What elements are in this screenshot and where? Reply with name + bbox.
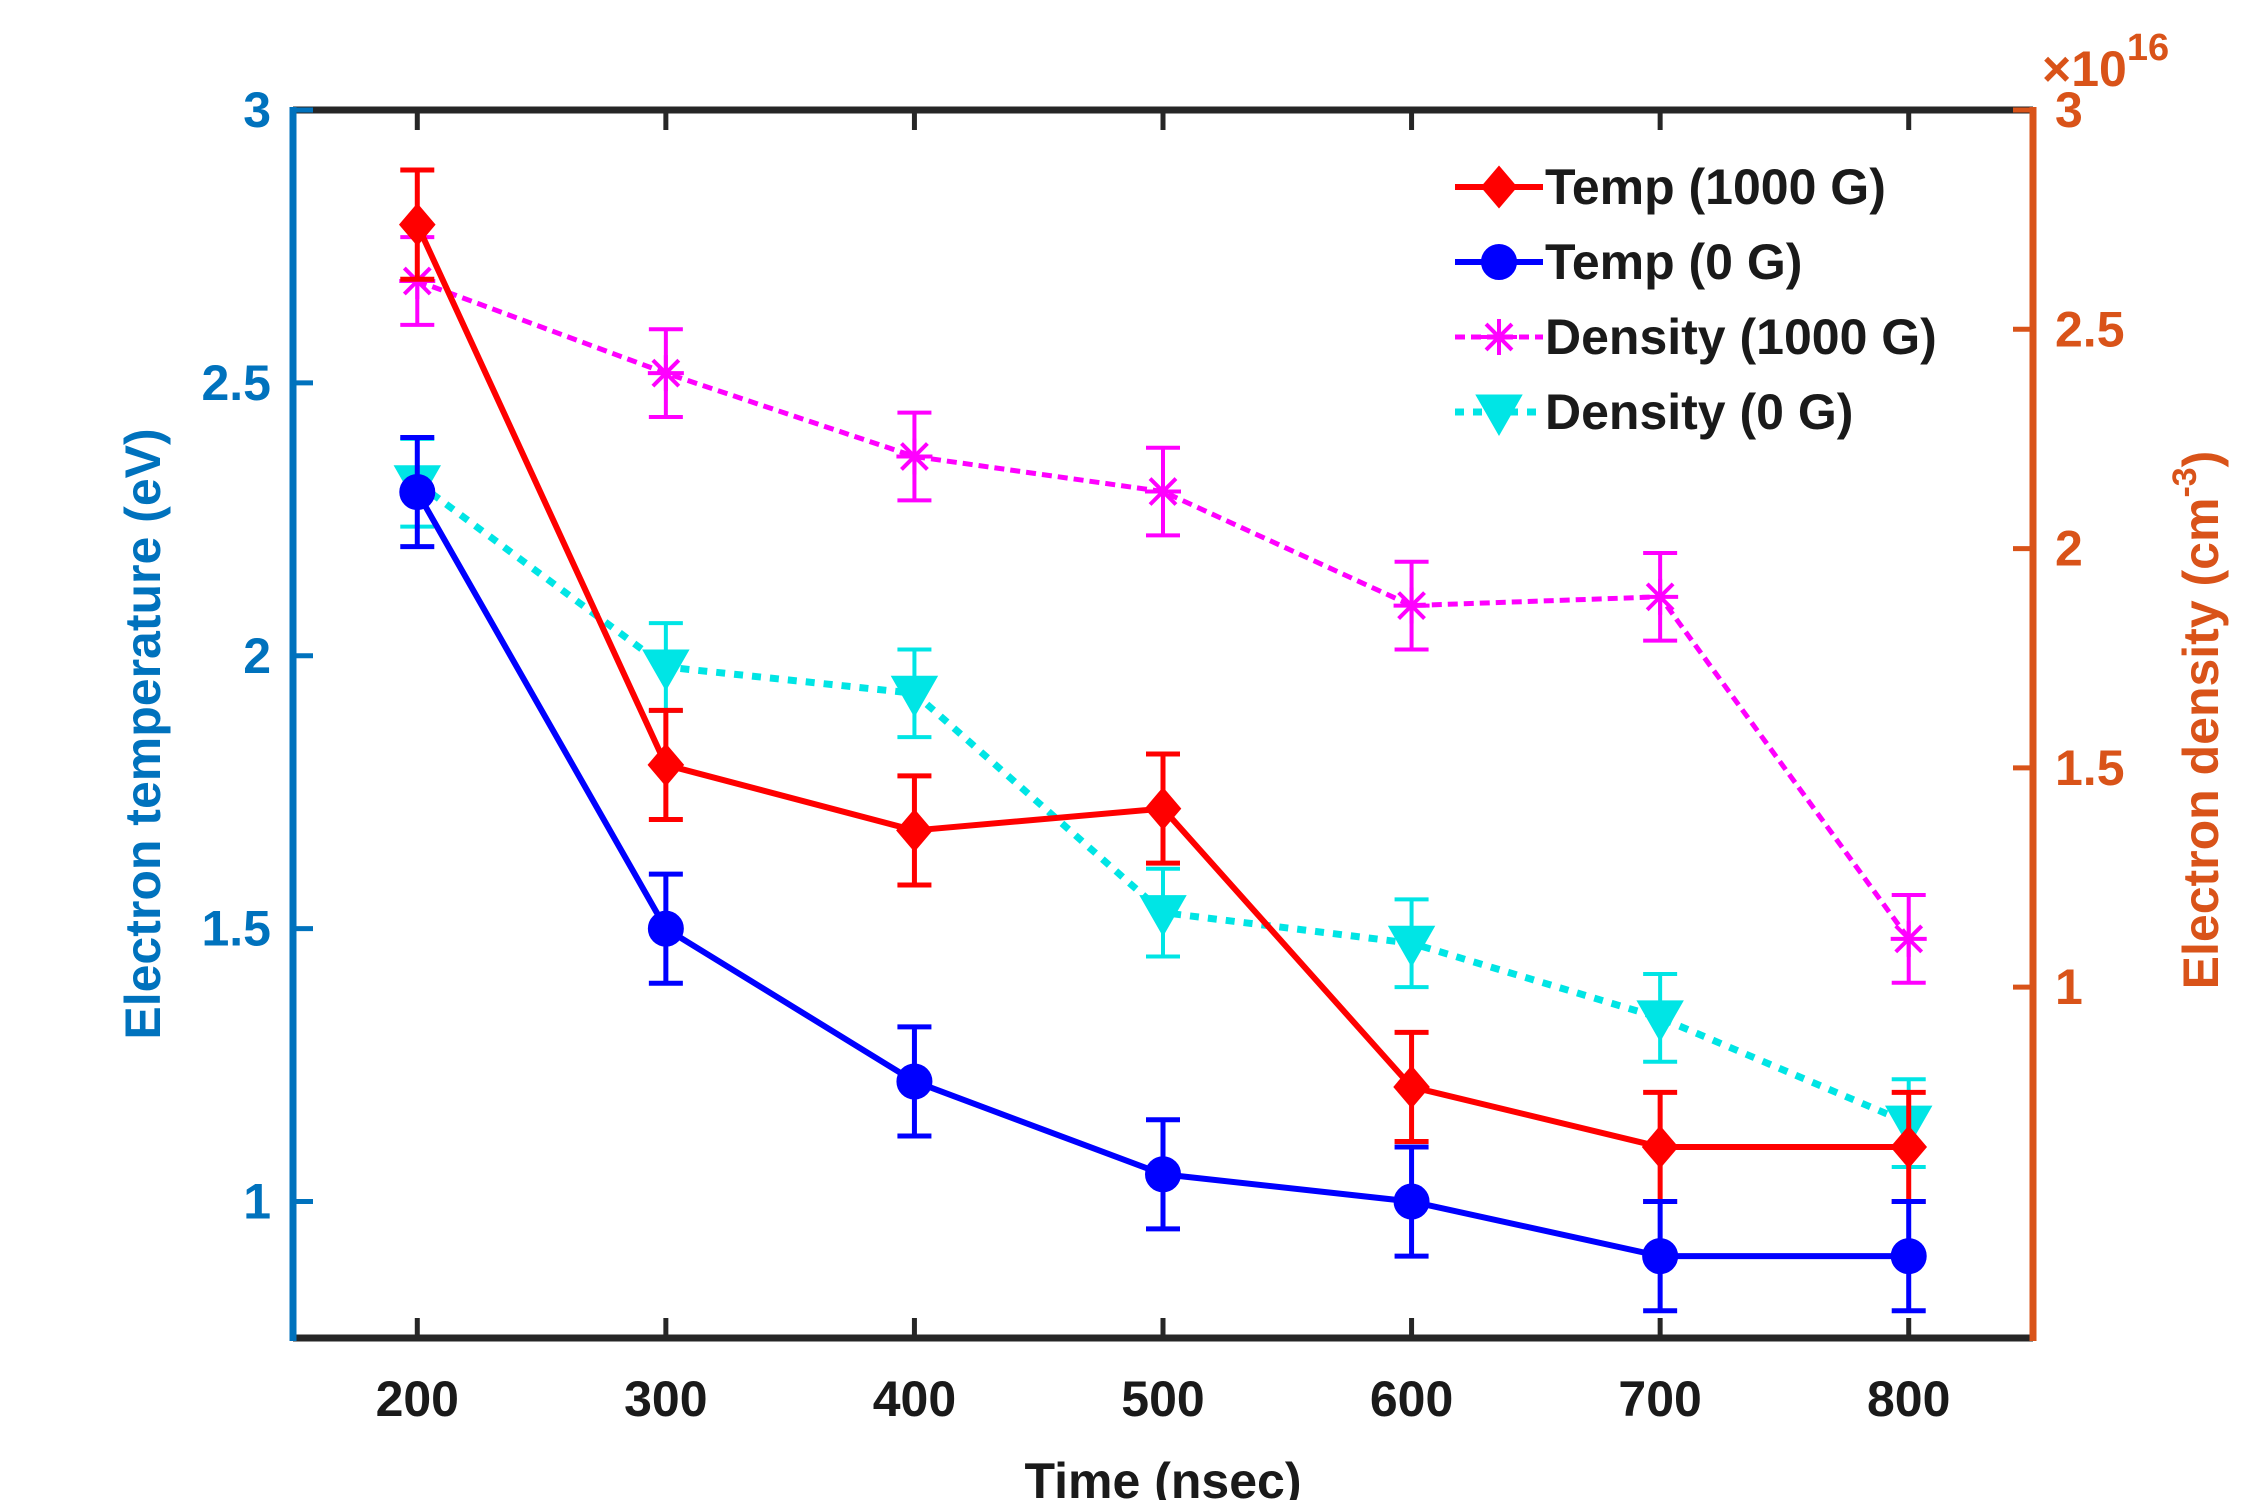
data-point [1393, 587, 1430, 624]
legend-label: Density (0 G) [1545, 384, 1853, 440]
legend-entry-temp-0-g: Temp (0 G) [1455, 234, 1802, 290]
right-axis-title: Electron density (cm-3) [2166, 451, 2229, 990]
data-point [642, 649, 690, 692]
data-point [398, 203, 436, 247]
x-tick-label: 800 [1867, 1371, 1950, 1427]
data-point [1890, 920, 1927, 957]
data-point [1139, 895, 1187, 937]
data-point [1145, 473, 1181, 510]
right-axis-title-superscript: -3 [2166, 467, 2204, 497]
x-tick-label: 600 [1370, 1371, 1453, 1427]
left-tick-label: 3 [243, 82, 271, 138]
left-tick-label: 2 [243, 628, 271, 684]
data-point [896, 1063, 933, 1100]
data-point [1642, 1238, 1679, 1275]
x-tick-label: 700 [1618, 1371, 1701, 1427]
data-point [647, 355, 684, 392]
right-axis-title-close: ) [2173, 451, 2229, 468]
right-axis-title-text: Electron density (cm [2173, 498, 2229, 990]
data-point [1890, 1238, 1927, 1275]
data-point [1393, 1183, 1430, 1220]
axes: 200 300 400 500 600 700 800 1 1.5 2 2.5 3 1 1.5 2 2.5 3 [201, 82, 2124, 1427]
x-axis-title: Time (nsec) [1025, 1453, 1302, 1500]
left-axis-title: Electron temperature (eV) [115, 428, 171, 1039]
data-point [1642, 578, 1679, 615]
right-axis-exponent-power: 16 [2127, 27, 2169, 69]
right-axis-exponent: ×1016 [2042, 27, 2169, 97]
left-tick-label: 1 [243, 1174, 271, 1230]
x-tick-label: 400 [873, 1371, 956, 1427]
left-tick-label: 1.5 [201, 901, 271, 957]
left-tick-label: 2.5 [201, 355, 271, 411]
data-point [399, 474, 436, 511]
x-tick-label: 300 [624, 1371, 707, 1427]
legend-label: Temp (1000 G) [1545, 159, 1886, 215]
right-tick-label: 3 [2055, 82, 2083, 138]
series-density-0-g [393, 436, 1933, 1169]
data-point [1636, 1000, 1684, 1042]
plot-area [393, 167, 1933, 1314]
data-point [896, 438, 933, 475]
legend-entry-density-0-g: Density (0 G) [1455, 384, 1853, 440]
right-axis-exponent-base: ×10 [2042, 41, 2127, 97]
legend-marker [1481, 319, 1517, 355]
legend: Temp (1000 G) Temp (0 G) Density (1000 G) D… [1455, 159, 1937, 440]
data-point [647, 743, 685, 787]
legend-entry-density-1000-g: Density (1000 G) [1455, 309, 1937, 365]
data-point [1144, 787, 1182, 831]
right-tick-label: 2.5 [2055, 301, 2125, 357]
data-point [896, 808, 933, 852]
data-point [1393, 1065, 1430, 1109]
data-point [1387, 925, 1436, 968]
data-point [1145, 1156, 1181, 1193]
legend-marker [1481, 244, 1517, 280]
right-tick-label: 1 [2055, 959, 2083, 1015]
right-tick-label: 2 [2055, 521, 2083, 577]
legend-marker [1475, 394, 1523, 437]
data-point [1890, 1125, 1928, 1169]
series-temp-0-g [399, 434, 1927, 1314]
legend-label: Density (1000 G) [1545, 309, 1937, 365]
data-point [890, 675, 939, 718]
x-tick-label: 200 [376, 1371, 459, 1427]
legend-label: Temp (0 G) [1545, 234, 1802, 290]
x-tick-label: 500 [1121, 1371, 1204, 1427]
data-point [647, 910, 684, 947]
legend-marker [1480, 165, 1518, 209]
series-temp-1000-g [398, 167, 1928, 1205]
data-point [1641, 1125, 1679, 1169]
right-tick-label: 1.5 [2055, 740, 2125, 796]
legend-entry-temp-1000-g: Temp (1000 G) [1455, 159, 1886, 215]
